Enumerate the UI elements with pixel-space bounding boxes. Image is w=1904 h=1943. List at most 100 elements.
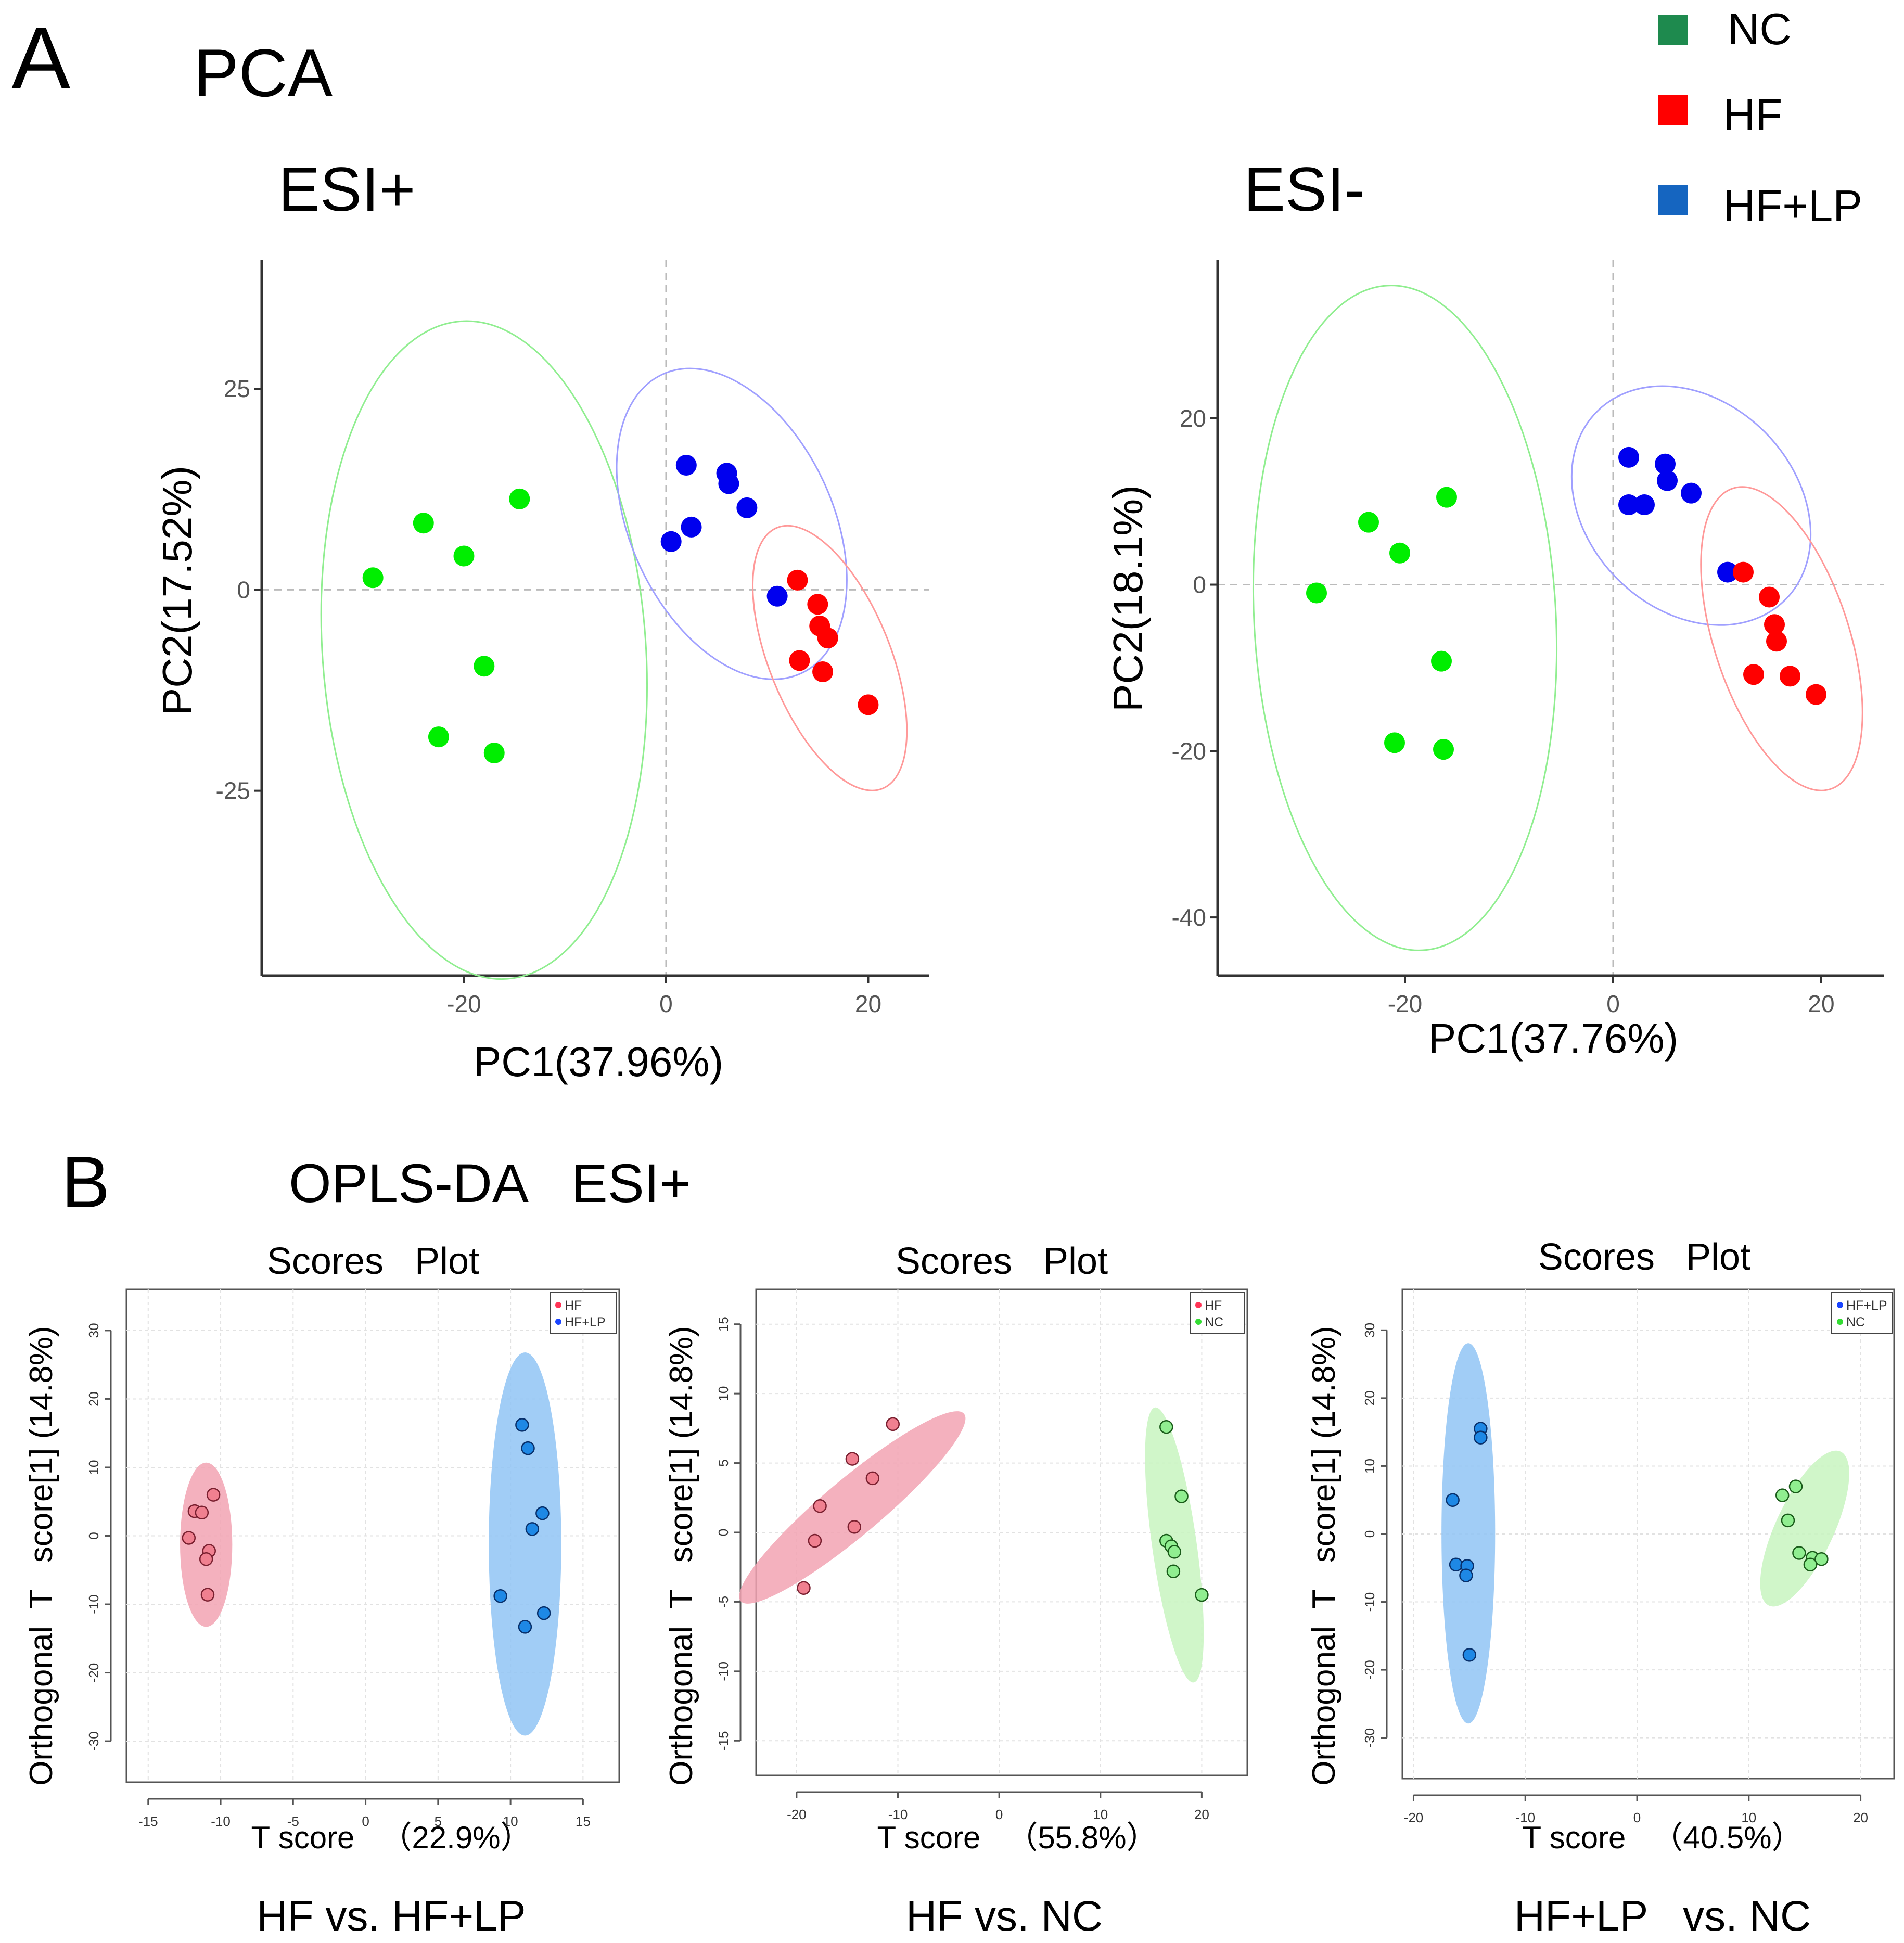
oplsda_hf_hflp-x-tick-label: -15 [138,1813,158,1829]
oplsda_hf_nc-y-tick-label: 15 [715,1316,731,1332]
oplsda_hf_nc-y-tick-label: 5 [715,1459,731,1466]
pca_esi_pos-point-nc [413,513,434,534]
oplsda-hflp-vs-nc-plot: Scores Plot T score （40.5%） Orthogonal T… [1306,1236,1895,1940]
oplsda_hflp_nc-legend-box [1831,1292,1893,1334]
oplsda_hf_hflp-legend-marker [555,1319,561,1325]
pca_esi_pos-point-hflp [681,516,702,538]
pca_esi_pos-point-nc [474,656,495,677]
pca_esi_neg-y-tick-label: 20 [1180,405,1206,432]
oplsda-2-ylabel: Orthogonal T score[1] (14.8%) [663,1326,699,1785]
oplsda_hf_nc-point-hf [808,1533,822,1548]
oplsda_hf_nc-point-nc [1174,1489,1189,1503]
oplsda_hf_hflp-x-tick-label: 10 [503,1813,518,1829]
oplsda_hf_hflp-point-hf [206,1488,221,1502]
oplsda_hf_nc-point-nc [1159,1420,1173,1434]
oplsda_hf_hflp-y-tick-label: -20 [86,1663,101,1683]
oplsda_hf_nc-legend-marker [1195,1302,1202,1308]
pca_esi_neg-point-hflp [1655,453,1676,475]
pca_esi_neg-point-hf [1766,631,1787,652]
pca-esi-neg-ylabel: PC2(18.1%) [1105,485,1151,712]
oplsda_hf_hflp-x-tick-label: -10 [211,1813,231,1829]
oplsda_hf_hflp-point-hf [182,1531,196,1545]
oplsda_hf_hflp-x-tick-label: 0 [362,1813,369,1829]
pca_esi_pos-point-hf [817,628,838,649]
oplsda_hflp_nc-x-tick-label: 0 [1633,1810,1641,1825]
pca_esi_pos-point-hf [807,594,828,615]
oplsda_hflp_nc-point-hflp [1449,1557,1463,1571]
oplsda_hf_hflp-x-tick-label: 5 [435,1813,442,1829]
oplsda_hflp_nc-ellipse-nc [1760,1450,1849,1607]
pca-esi-pos-xlabel: PC1(37.96%) [474,1039,723,1085]
oplsda_hf_hflp-point-hf [195,1505,209,1520]
oplsda_hf_hflp-legend-marker [555,1302,561,1308]
oplsda_hflp_nc-legend-label: HF+LP [1846,1298,1887,1313]
oplsda_hflp_nc-point-nc [1803,1557,1818,1571]
pca_esi_neg-point-hflp [1618,494,1639,516]
pca_esi_pos-point-nc [509,488,530,509]
oplsda-1-caption: HF vs. HF+LP [257,1893,526,1940]
oplsda_hf_hflp-y-tick-label: 20 [86,1391,101,1407]
pca_esi_neg-point-nc [1384,732,1405,753]
pca_esi_pos-point-hflp [675,454,697,476]
oplsda_hf_nc-x-tick-label: 10 [1093,1807,1108,1822]
oplsda_hf_hflp-legend-box [550,1292,617,1334]
oplsda_hflp_nc-point-hflp [1459,1568,1473,1582]
pca_esi_neg-x-tick-label: -20 [1388,990,1422,1017]
oplsda_hf_nc-x-tick-label: -20 [787,1807,807,1822]
oplsda-1-ylabel: Orthogonal T score[1] (14.8%) [23,1326,59,1785]
pca_esi_neg-y-tick-label: 0 [1193,571,1206,598]
oplsda_hf_hflp-legend-label: HF+LP [565,1315,606,1330]
pca_esi_neg-y-tick-label: -40 [1172,904,1206,931]
oplsda-2-title: Scores Plot [896,1241,1108,1282]
oplsda_hflp_nc-point-nc [1814,1552,1829,1566]
pca_esi_neg-point-nc [1433,739,1454,760]
oplsda_hf_nc-x-tick-label: 20 [1194,1807,1209,1822]
oplsda-1-xlabel: T score （22.9%） [251,1820,531,1855]
pca_esi_pos-x-tick-label: 20 [855,990,881,1017]
oplsda_hflp_nc-point-nc [1788,1479,1803,1493]
oplsda_hf_nc-point-hf [865,1471,880,1486]
oplsda-2-xlabel: T score （55.8%） [877,1820,1157,1855]
oplsda_hflp_nc-point-hflp [1462,1648,1477,1662]
oplsda_hf_hflp-point-hf [199,1552,213,1566]
oplsda_hf_nc-y-tick-label: -5 [715,1596,731,1608]
legend-label-hflp: HF+LP [1723,182,1862,231]
panel-a-title: PCA [194,35,333,111]
pca_esi_neg-point-hf [1759,586,1780,608]
oplsda_hf_hflp-point-hflp [525,1522,540,1536]
pca-esi-pos-ylabel: PC2(17.52%) [154,466,200,715]
oplsda_hflp_nc-point-nc [1792,1546,1806,1560]
oplsda_hflp_nc-point-nc [1775,1488,1790,1502]
oplsda_hf_hflp-point-hflp [515,1418,529,1432]
pca_esi_neg-point-hflp [1657,470,1678,491]
oplsda_hf_hflp-point-hflp [493,1589,507,1603]
pca_esi_pos-point-hf [812,661,834,683]
oplsda-2-caption: HF vs. NC [906,1893,1103,1940]
pca_esi_neg-point-hf [1806,684,1826,705]
oplsda-hf-vs-nc-plot: Scores Plot T score （55.8%） Orthogonal T… [663,1241,1248,1940]
panel-b-title: OPLS-DA ESI+ [289,1153,691,1214]
oplsda_hflp_nc-point-hflp [1474,1430,1488,1445]
pca_esi_neg-point-hf [1764,614,1785,635]
pca_esi_pos-point-hflp [660,531,682,552]
legend-swatch-hf [1658,95,1688,125]
pca_esi_neg-x-tick-label: 20 [1808,990,1834,1017]
pca_esi_neg-point-hflp [1618,446,1639,468]
oplsda_hflp_nc-x-tick-label: -20 [1404,1810,1424,1825]
oplsda_hf_nc-y-tick-label: 0 [715,1529,731,1536]
oplsda_hf_hflp-y-tick-label: 10 [86,1460,101,1475]
oplsda_hflp_nc-legend-label: NC [1846,1315,1865,1330]
pca_esi_neg-ellipse-hflp [1570,385,1812,626]
oplsda_hf_nc-point-hf [847,1520,862,1534]
oplsda-hf-vs-hflp-plot: Scores Plot T score （22.9%） Orthogonal T… [23,1241,620,1940]
pca_esi_pos-y-tick-label: 0 [237,576,250,603]
oplsda_hf_nc-legend-label: HF [1205,1298,1222,1313]
panel-b-letter: B [61,1141,110,1223]
oplsda-3-ylabel: Orthogonal T score[1] (14.8%) [1306,1326,1342,1785]
pca_esi_pos-point-nc [362,567,384,589]
pca_esi_pos-ellipse-hf [752,525,908,791]
oplsda_hf_nc-y-tick-label: -15 [715,1731,731,1750]
pca_esi_pos-point-hf [789,650,810,671]
panel-a-letter: A [11,9,71,108]
oplsda_hflp_nc-y-tick-label: 30 [1362,1323,1377,1338]
